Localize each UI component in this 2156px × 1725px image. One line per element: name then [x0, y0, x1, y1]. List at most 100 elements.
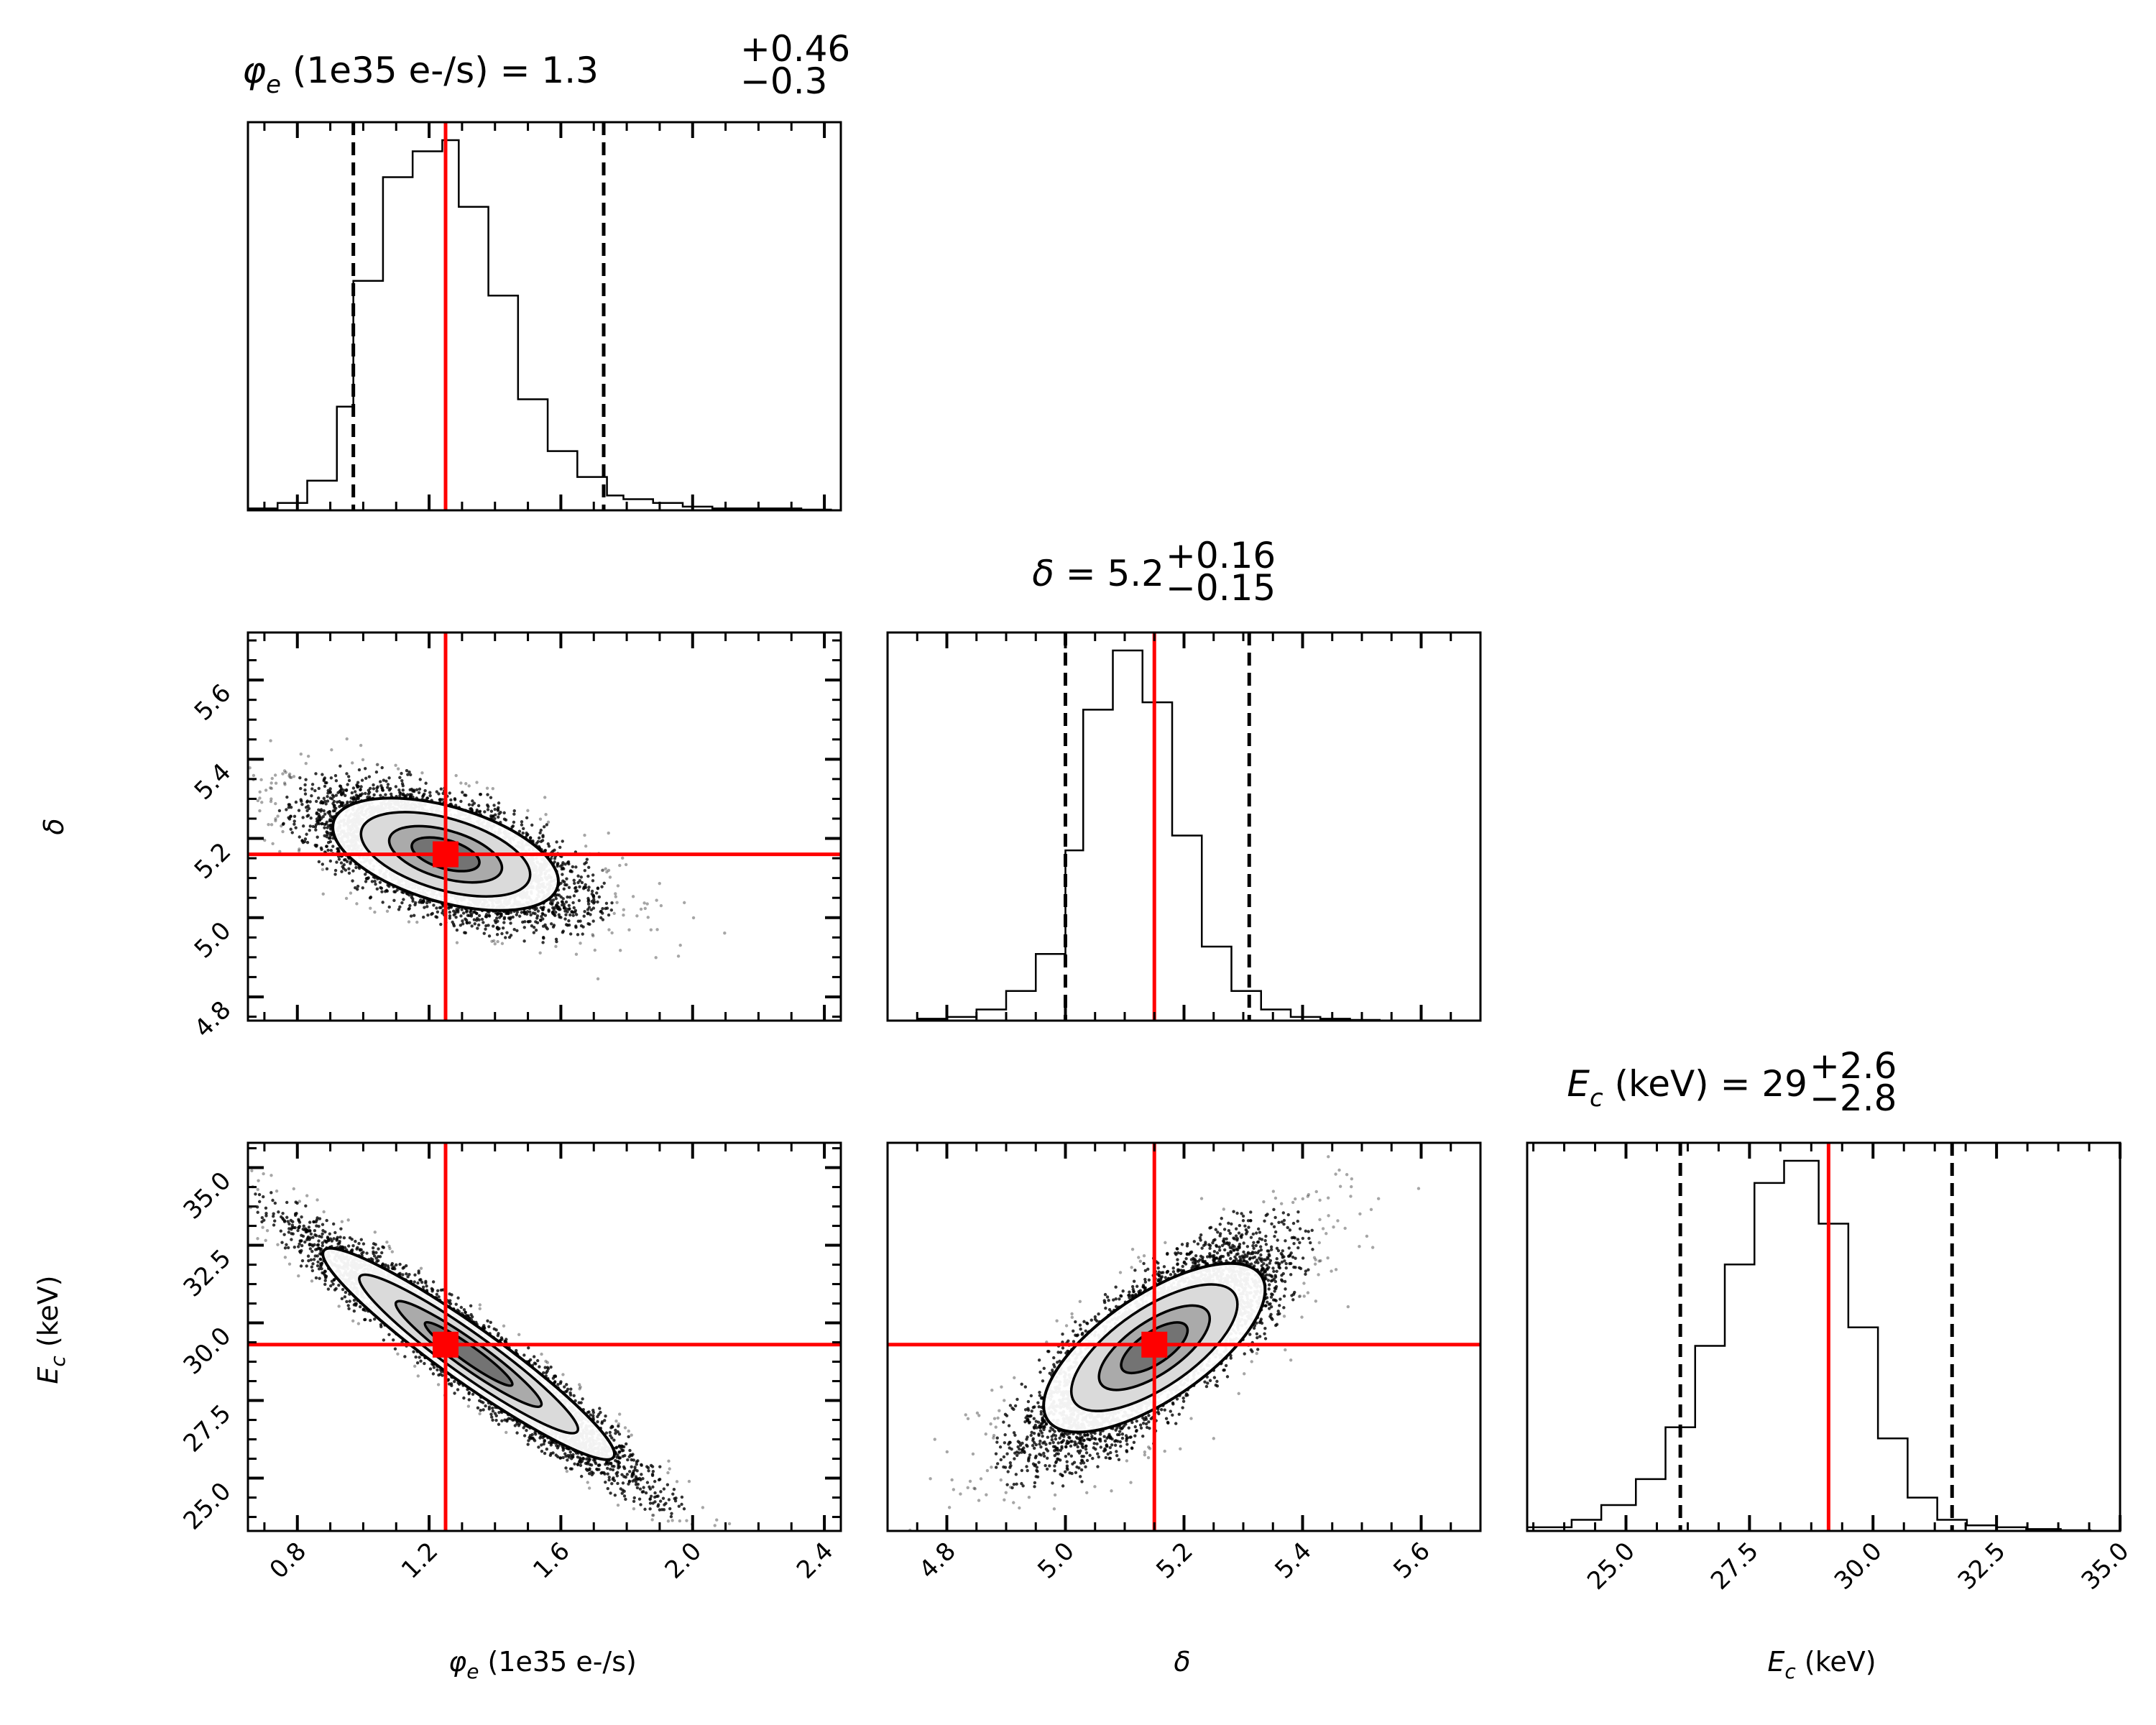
- scatter-delta-phi-sample-point: [527, 920, 530, 924]
- scatter-delta-phi-sample-point: [512, 809, 516, 813]
- scatter-delta-phi-sample-point: [326, 799, 330, 803]
- scatter-delta-phi-sample-point: [401, 792, 405, 796]
- scatter-delta-phi-sample-point: [590, 889, 594, 893]
- scatter-delta-phi-sample-point: [574, 925, 578, 929]
- scatter-delta-phi-sample-point: [285, 808, 288, 811]
- scatter-delta-phi-sample-point: [646, 916, 650, 919]
- scatter-delta-phi-sample-point: [607, 913, 611, 917]
- scatter-delta-phi-sample-point: [349, 891, 353, 895]
- scatter-delta-phi-sample-point: [317, 860, 321, 864]
- scatter-delta-phi-sample-point: [683, 901, 686, 905]
- scatter-delta-phi-sample-point: [359, 743, 363, 748]
- scatter-delta-phi-sample-point: [409, 914, 413, 918]
- scatter-delta-phi-sample-point: [596, 900, 599, 904]
- scatter-delta-phi-sample-point: [541, 924, 545, 928]
- hist-phi-e-frame: [247, 121, 842, 512]
- scatter-delta-phi-sample-point: [329, 848, 333, 852]
- scatter-delta-phi-sample-point: [387, 776, 391, 780]
- scatter-delta-phi-sample-point: [269, 786, 272, 790]
- scatter-delta-phi-sample-point: [572, 894, 576, 898]
- scatter-delta-phi-sample-point: [313, 788, 317, 793]
- scatter-delta-phi-sample-point: [471, 799, 474, 803]
- scatter-delta-phi-sample-point: [567, 903, 571, 907]
- scatter-delta-phi-sample-point: [269, 799, 273, 804]
- scatter-delta-phi-sample-point: [340, 870, 344, 873]
- scatter-delta-phi-sample-point: [380, 890, 384, 893]
- scatter-delta-phi-sample-point: [305, 832, 308, 836]
- scatter-delta-phi-sample-point: [639, 907, 643, 911]
- scatter-delta-phi-sample-point: [301, 840, 305, 845]
- scatter-delta-phi-sample-point: [421, 795, 425, 799]
- scatter-delta-phi-sample-point: [584, 883, 587, 887]
- scatter-delta-phi-sample-point: [394, 763, 397, 767]
- scatter-delta-phi-sample-point: [325, 845, 328, 848]
- scatter-delta-phi-sample-point: [398, 905, 402, 908]
- scatter-delta-phi-sample-point: [283, 783, 287, 786]
- scatter-delta-phi-sample-point: [270, 823, 274, 827]
- scatter-delta-phi-sample-point: [573, 908, 578, 913]
- scatter-delta-phi-sample-point: [601, 907, 604, 911]
- scatter-delta-phi-sample-point: [520, 820, 524, 824]
- scatter-delta-phi-sample-point: [631, 895, 635, 898]
- scatter-delta-phi-sample-point: [324, 802, 328, 806]
- scatter-delta-phi-sample-point: [397, 788, 401, 792]
- scatter-delta-phi-sample-point: [541, 912, 545, 916]
- scatter-delta-phi-sample-point: [243, 857, 246, 860]
- scatter-delta-phi-sample-point: [264, 788, 268, 792]
- scatter-delta-phi-sample-point: [493, 816, 497, 821]
- scatter-delta-phi-sample-point: [520, 823, 524, 827]
- scatter-delta-phi-sample-point: [274, 819, 277, 823]
- scatter-delta-phi-sample-point: [521, 920, 525, 924]
- scatter-delta-phi-sample-point: [345, 737, 349, 741]
- scatter-delta-phi-sample-point: [522, 827, 525, 831]
- scatter-delta-phi-sample-point: [583, 910, 586, 914]
- scatter-delta-phi-sample-point: [395, 888, 399, 892]
- scatter-delta-phi-sample-point: [303, 837, 308, 841]
- scatter-delta-phi-sample-point: [476, 923, 481, 927]
- scatter-delta-phi-sample-point: [287, 772, 292, 776]
- scatter-delta-phi-sample-point: [600, 868, 604, 873]
- scatter-delta-phi-sample-point: [561, 873, 564, 876]
- scatter-delta-phi-sample-point: [591, 879, 595, 883]
- scatter-delta-phi-sample-point: [453, 798, 457, 801]
- scatter-delta-phi-sample-point: [407, 906, 411, 911]
- scatter-delta-phi-sample-point: [459, 799, 463, 804]
- scatter-delta-phi-sample-point: [489, 809, 494, 813]
- scatter-delta-phi-sample-point: [331, 794, 335, 797]
- scatter-delta-phi-sample-point: [288, 776, 292, 779]
- scatter-delta-phi-sample-point: [591, 933, 594, 937]
- scatter-delta-phi-sample-point: [461, 911, 466, 915]
- scatter-delta-phi-sample-point: [436, 910, 440, 914]
- scatter-delta-phi-sample-point: [326, 788, 330, 793]
- scatter-delta-phi-sample-point: [405, 769, 409, 773]
- scatter-delta-phi-sample-point: [579, 942, 582, 945]
- scatter-delta-phi-sample-point: [571, 865, 575, 869]
- scatter-delta-phi-sample-point: [541, 941, 545, 944]
- scatter-delta-phi-sample-point: [466, 914, 470, 917]
- scatter-delta-phi-sample-point: [493, 942, 497, 946]
- scatter-delta-phi-sample-point: [512, 820, 516, 824]
- scatter-delta-phi-sample-point: [328, 814, 333, 818]
- scatter-delta-phi-sample-point: [459, 924, 463, 927]
- hist-phi-e: [247, 121, 842, 512]
- scatter-delta-phi-sample-point: [359, 785, 363, 788]
- scatter-delta-phi-sample-point: [604, 901, 609, 905]
- scatter-delta-phi-sample-point: [455, 941, 459, 944]
- scatter-delta-phi-sample-point: [344, 794, 347, 798]
- scatter-delta-phi-sample-point: [542, 906, 545, 909]
- scatter-delta-phi-sample-point: [323, 822, 327, 827]
- scatter-delta-phi-sample-point: [281, 829, 285, 834]
- scatter-delta-phi-sample-point: [496, 809, 500, 812]
- scatter-delta-phi-sample-point: [499, 914, 503, 917]
- scatter-delta-phi-sample-point: [573, 881, 576, 886]
- scatter-delta-phi-sample-point: [285, 795, 289, 799]
- scatter-delta-phi-sample-point: [221, 805, 224, 808]
- scatter-delta-phi-sample-point: [424, 781, 428, 785]
- scatter-delta-phi-sample-point: [350, 791, 354, 795]
- scatter-delta-phi-sample-point: [544, 812, 548, 816]
- scatter-delta-phi-sample-point: [487, 934, 492, 938]
- scatter-delta-phi-sample-point: [534, 929, 538, 932]
- scatter-delta-phi-sample-point: [337, 857, 341, 861]
- scatter-delta-phi-sample-point: [407, 770, 411, 774]
- scatter-delta-phi-sample-point: [328, 859, 333, 863]
